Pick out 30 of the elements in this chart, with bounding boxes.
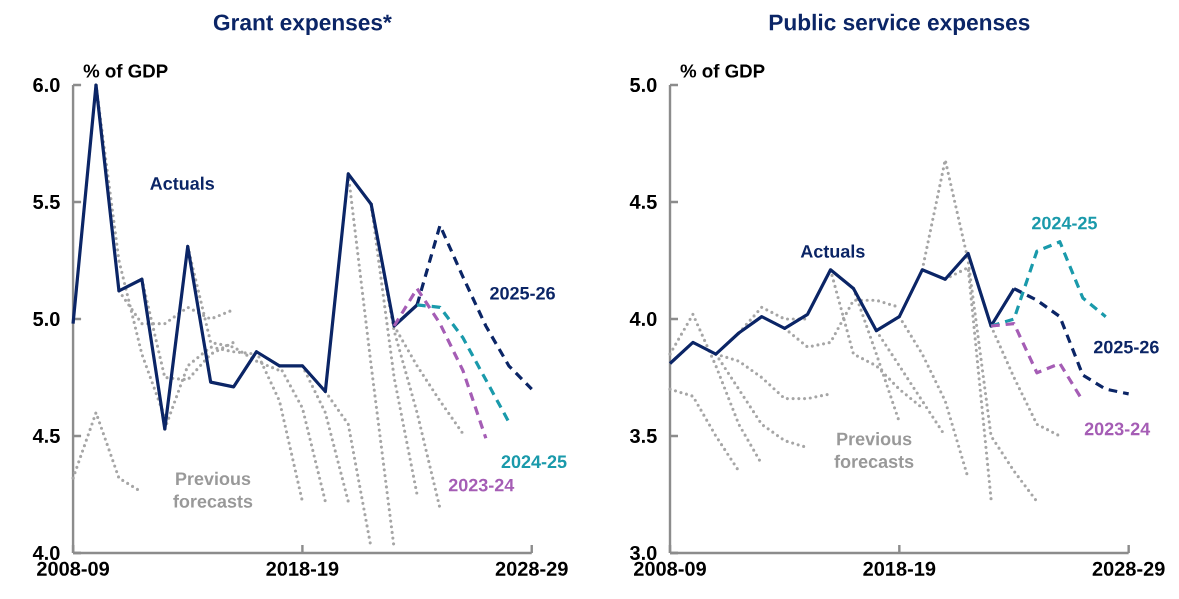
chart-title: Grant expenses* [213,14,392,35]
x-tick-label: 2018-19 [863,561,936,576]
series-label: 2025-26 [1093,340,1159,354]
series-label: 2024-25 [1032,216,1097,230]
text: 2023-24 [448,478,515,492]
annotation: Previous forecasts [173,471,253,508]
y-tick-label: 4.5 [32,429,60,443]
series-label: Actuals [800,244,865,258]
y-tick-label: 4.5 [629,195,657,209]
annotation: Previous forecasts [834,432,914,468]
y-tick-label: 5.0 [630,77,657,93]
y-tick-label: 4.0 [629,311,657,327]
series-label: 2023-24 [1084,422,1151,436]
y-tick-label: 6.0 [33,77,60,93]
text: Actuals [150,176,215,190]
y-axis-title: % of GDP [680,63,765,78]
chart-title: Public service expenses [769,13,1030,35]
x-tick-label: 2018-19 [266,561,339,576]
x-tick-label: 2008-09 [634,561,706,576]
y-tick-label: 3.0 [629,545,657,561]
series-label: 2024-25 [501,455,567,469]
y-tick-label: 5.0 [33,311,60,327]
y-tick-label: 5.5 [33,195,60,209]
y-tick-label: 3.5 [629,428,657,444]
series-label: 2025-26 [490,286,555,300]
x-tick-label: 2028-29 [1092,561,1165,576]
x-tick-label: 2028-29 [495,561,568,576]
x-tick-label: 2008-09 [37,561,110,576]
y-tick-label: 4.0 [32,545,60,561]
y-axis-title: % of GDP [83,63,168,78]
